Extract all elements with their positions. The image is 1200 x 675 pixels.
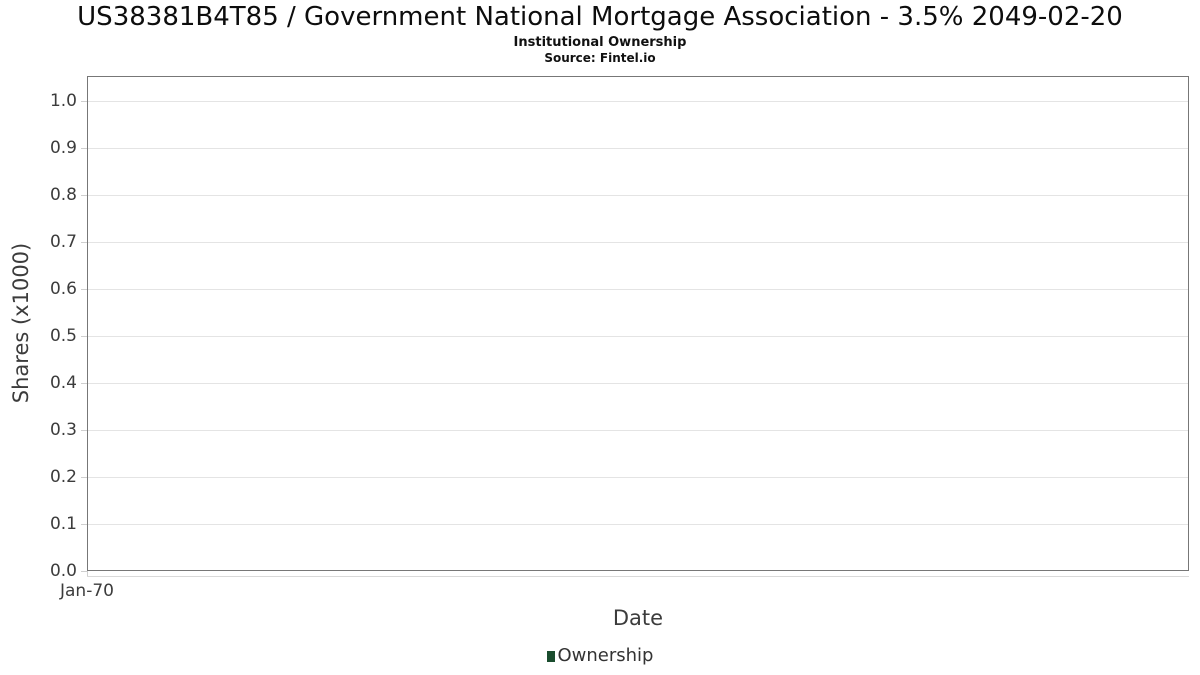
y-tick-label-0.3: 0.3: [49, 420, 77, 440]
gridline-y-0.8: [88, 195, 1188, 196]
gridline-y-0.6: [88, 289, 1188, 290]
plot-area: [87, 76, 1189, 571]
legend-marker-ownership: [546, 650, 555, 662]
legend-label-ownership: Ownership: [557, 645, 654, 666]
y-tick-label-0.9: 0.9: [49, 138, 77, 158]
y-tick-mark-0.5: [81, 336, 87, 337]
y-tick-mark-0.8: [81, 195, 87, 196]
y-tick-label-0.1: 0.1: [49, 514, 77, 534]
x-tick-label-Jan-70: Jan-70: [60, 581, 114, 601]
y-tick-label-0.7: 0.7: [49, 232, 77, 252]
y-tick-label-0.5: 0.5: [49, 326, 77, 346]
y-tick-label-0.6: 0.6: [49, 279, 77, 299]
chart-source: Source: Fintel.io: [544, 51, 656, 65]
gridline-y-1.0: [88, 101, 1188, 102]
legend: Ownership: [0, 645, 1200, 667]
y-tick-label-0.2: 0.2: [49, 467, 77, 487]
y-tick-mark-0.0: [81, 571, 87, 572]
y-axis-title: Shares (x1000): [9, 242, 33, 404]
gridline-y-0.3: [88, 430, 1188, 431]
y-tick-mark-0.9: [81, 148, 87, 149]
y-tick-mark-0.2: [81, 477, 87, 478]
y-tick-mark-0.6: [81, 289, 87, 290]
gridline-y-0.4: [88, 383, 1188, 384]
y-tick-mark-0.1: [81, 524, 87, 525]
y-tick-label-0.0: 0.0: [49, 561, 77, 581]
gridline-y-0.2: [88, 477, 1188, 478]
chart-title: US38381B4T85 / Government National Mortg…: [77, 2, 1123, 32]
gridline-y-0.9: [88, 148, 1188, 149]
gridline-y-0.5: [88, 336, 1188, 337]
x-axis-baseline: [87, 576, 1189, 577]
y-tick-mark-0.7: [81, 242, 87, 243]
x-axis-title: Date: [612, 606, 664, 630]
y-tick-mark-0.4: [81, 383, 87, 384]
x-tick-mark-Jan-70: [87, 571, 88, 577]
y-tick-label-0.8: 0.8: [49, 185, 77, 205]
y-tick-mark-0.3: [81, 430, 87, 431]
y-tick-mark-1.0: [81, 101, 87, 102]
y-tick-label-0.4: 0.4: [49, 373, 77, 393]
gridline-y-0.7: [88, 242, 1188, 243]
chart-subtitle: Institutional Ownership: [513, 35, 687, 50]
gridline-y-0.1: [88, 524, 1188, 525]
y-tick-label-1.0: 1.0: [49, 91, 77, 111]
